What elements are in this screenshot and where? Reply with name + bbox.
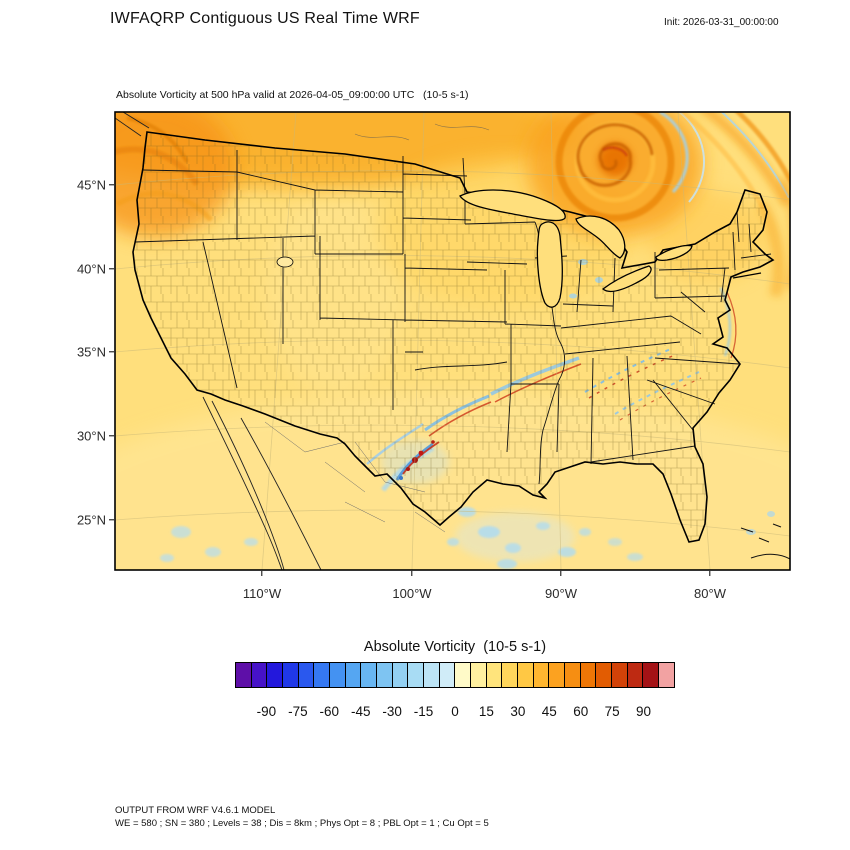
lake-huron: [575, 215, 626, 259]
map-frame: [114, 111, 791, 571]
colorbar-cell: [580, 663, 597, 687]
lat-tick-label: 40°N: [76, 261, 106, 277]
colorbar-tick-label: 60: [573, 704, 589, 719]
colorbar-tick-label: 0: [451, 704, 459, 719]
colorbar-tick-label: 90: [636, 704, 652, 719]
lake-erie: [601, 265, 652, 293]
colorbar-cell: [455, 663, 472, 687]
colorbar-title: Absolute Vorticity (10-5 s-1): [363, 639, 547, 655]
map-canvas: [114, 111, 791, 571]
lon-tick-label: 100°W: [392, 586, 432, 601]
init-timestamp: Init: 2026-03-31_00:00:00: [664, 17, 779, 28]
colorbar-tick-label: -15: [413, 704, 434, 719]
colorbar-cell: [549, 663, 566, 687]
colorbar-cell: [627, 663, 644, 687]
colorbar-cell: [486, 663, 503, 687]
colorbar-cell: [612, 663, 628, 687]
colorbar-tick-label: -75: [288, 704, 308, 719]
vorticity-map-svg: [114, 111, 791, 571]
colorbar-cell: [596, 663, 613, 687]
colorbar-cell: [533, 663, 550, 687]
lake-michigan: [536, 221, 563, 308]
plot-title: IWFAQRP Contiguous US Real Time WRF: [110, 10, 420, 27]
colorbar-cell: [267, 663, 284, 687]
colorbar-cell: [439, 663, 456, 687]
colorbar-tick-label: 75: [604, 704, 620, 719]
colorbar-tick-label: 30: [510, 704, 526, 719]
colorbar-cell: [251, 663, 268, 687]
lon-tick-mark: [411, 571, 413, 576]
colorbar-cell: [518, 663, 534, 687]
colorbar-cell: [345, 663, 362, 687]
colorbar-cell: [502, 663, 519, 687]
colorbar-cell: [361, 663, 378, 687]
lon-tick-mark: [560, 571, 562, 576]
lon-tick-label: 90°W: [545, 586, 577, 601]
field-subtitle: Absolute Vorticity at 500 hPa valid at 2…: [116, 89, 469, 101]
state-borders: [134, 150, 772, 485]
colorbar-cell: [377, 663, 393, 687]
lat-tick-label: 35°N: [76, 344, 106, 360]
colorbar-tick-label: -60: [319, 704, 340, 719]
colorbar-cell: [283, 663, 299, 687]
great-lakes: [276, 189, 693, 308]
colorbar-cell: [314, 663, 331, 687]
lon-tick-mark: [709, 571, 711, 576]
lat-tick-label: 45°N: [76, 177, 106, 193]
colorbar-cell: [565, 663, 581, 687]
colorbar-tick-label: 15: [478, 704, 494, 719]
colorbar-cell: [236, 663, 252, 687]
lon-tick-label: 80°W: [694, 586, 726, 601]
colorbar-cell: [643, 663, 660, 687]
lat-tick-label: 30°N: [76, 428, 106, 444]
colorbar-cell: [298, 663, 315, 687]
model-info-line-1: OUTPUT FROM WRF V4.6.1 MODEL: [115, 805, 276, 816]
colorbar-cell: [424, 663, 440, 687]
great-salt-lake: [276, 256, 294, 268]
colorbar-cell: [408, 663, 425, 687]
lon-tick-mark: [261, 571, 263, 576]
colorbar-cell: [659, 663, 674, 687]
lon-tick-label: 110°W: [242, 586, 282, 601]
colorbar-cell: [392, 663, 409, 687]
lake-superior: [459, 189, 566, 222]
long-island: [732, 272, 762, 279]
lat-tick-label: 25°N: [76, 512, 106, 528]
colorbar-cell: [471, 663, 487, 687]
us-outline: [132, 131, 775, 543]
colorbar-tick-label: 45: [541, 704, 557, 719]
colorbar-tick-label: -30: [382, 704, 402, 719]
colorbar-cell: [330, 663, 346, 687]
colorbar-tick-label: -90: [256, 704, 277, 719]
lake-ontario: [655, 244, 693, 262]
colorbar-tick-label: -45: [350, 704, 371, 719]
colorbar: [235, 662, 675, 688]
model-info-line-2: WE = 580 ; SN = 380 ; Levels = 38 ; Dis …: [115, 818, 489, 829]
